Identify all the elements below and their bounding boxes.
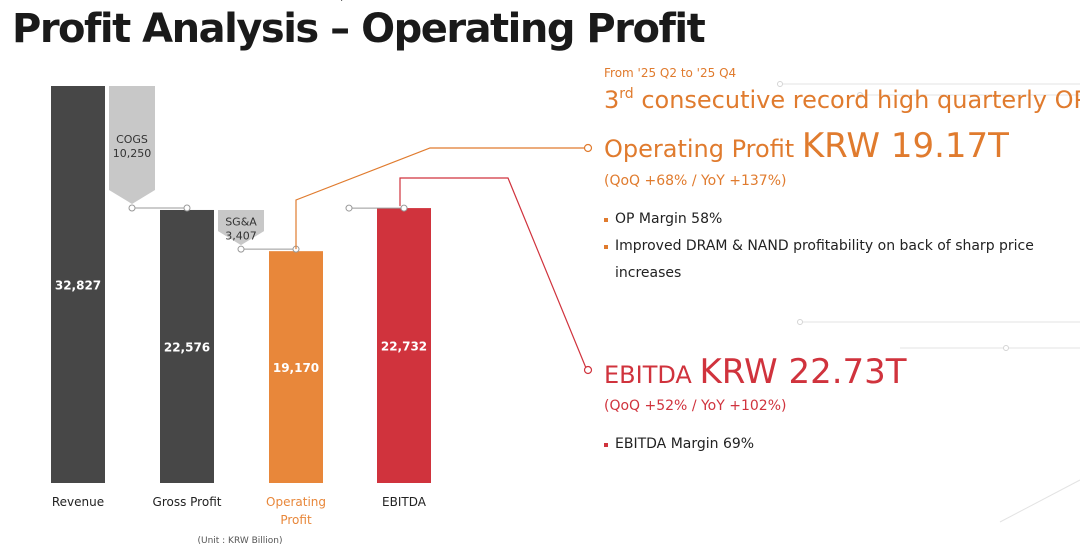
bar-gross-profit (160, 209, 214, 484)
op-heading-value: KRW 19.17T (801, 126, 1009, 166)
ebitda-heading-value: KRW 22.73T (699, 352, 907, 392)
category-label: Revenue (52, 495, 104, 509)
bg-decor-line (999, 479, 1080, 523)
connector-dot (237, 245, 245, 253)
bar-operating-profit (269, 251, 323, 483)
bg-decor-dot (1003, 345, 1009, 351)
step-label: D&A* (334, 0, 365, 3)
step-value-label: 10,250 (113, 147, 152, 160)
bg-decor-dot (857, 92, 863, 98)
step-label: COGS (116, 133, 148, 146)
step-value-label: 3,407 (225, 230, 257, 243)
headline-text: consecutive record high quarterly OP (633, 86, 1080, 114)
op-heading: Operating Profit KRW 19.17T (604, 126, 1009, 166)
bar-value-label: 19,170 (273, 361, 319, 375)
connector-dot (400, 204, 408, 212)
connector-dot (345, 204, 353, 212)
headline: 3rd consecutive record high quarterly OP (604, 86, 1080, 114)
connector-dot (183, 204, 191, 212)
page-title: Profit Analysis – Operating Profit (12, 6, 706, 52)
bar-revenue (51, 86, 105, 483)
connector-dot (128, 204, 136, 212)
category-label: EBITDA (382, 495, 427, 509)
ebitda-bullet-list: EBITDA Margin 69% (604, 431, 1044, 458)
ebitda-callout-line (399, 177, 587, 369)
op-callout-dot (583, 143, 593, 153)
category-label: Operating (266, 495, 326, 509)
op-change: (QoQ +68% / YoY +137%) (604, 173, 787, 189)
op-bullet-list: OP Margin 58% Improved DRAM & NAND profi… (604, 206, 1044, 287)
headline-number: 3 (604, 86, 620, 114)
bar-value-label: 22,576 (164, 340, 210, 354)
bar-value-label: 32,827 (55, 279, 101, 293)
bar-ebitda (377, 208, 431, 483)
category-label: Profit (280, 513, 312, 527)
bar-value-label: 22,732 (381, 340, 427, 354)
ebitda-change: (QoQ +52% / YoY +102%) (604, 398, 787, 414)
period-label: From '25 Q2 to '25 Q4 (604, 66, 737, 80)
category-label: Gross Profit (153, 495, 222, 509)
unit-note: (Unit : KRW Billion) (197, 536, 282, 546)
bg-decor-dot (797, 319, 803, 325)
headline-suffix: rd (619, 86, 634, 102)
op-bullet: OP Margin 58% (604, 206, 1044, 233)
step-sga (218, 209, 264, 246)
step-cogs (109, 86, 155, 204)
op-heading-label: Operating Profit (604, 135, 802, 163)
op-bullet: Improved DRAM & NAND profitability on ba… (604, 233, 1044, 287)
step-value-label: 3,563 (333, 0, 365, 3)
ebitda-callout-dot (583, 365, 593, 375)
ebitda-heading-label: EBITDA (604, 361, 700, 389)
bg-decor-dot (777, 81, 783, 87)
step-label: SG&A (225, 216, 257, 229)
ebitda-heading: EBITDA KRW 22.73T (604, 352, 907, 392)
ebitda-bullet: EBITDA Margin 69% (604, 431, 1044, 458)
op-callout-line (295, 147, 586, 250)
